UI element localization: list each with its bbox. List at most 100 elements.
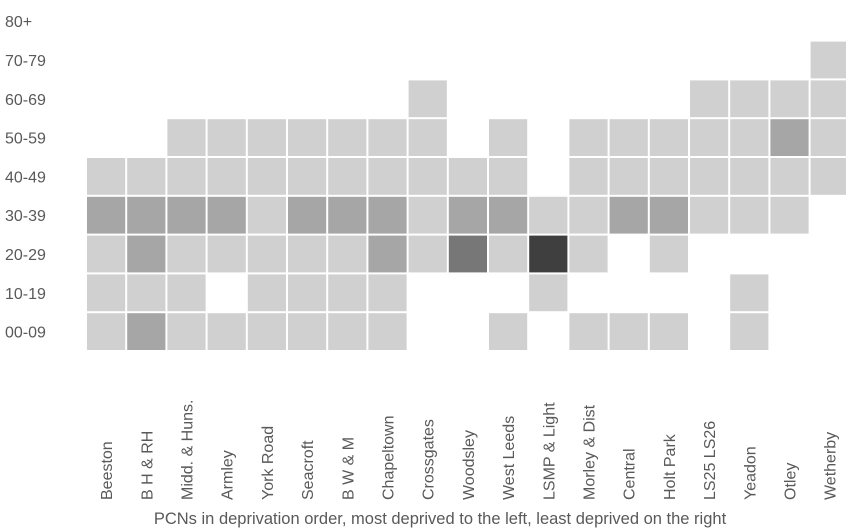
- heatmap-cell: [127, 274, 166, 312]
- y-tick-label: 00-09: [5, 325, 46, 342]
- heatmap-cell: [408, 80, 447, 118]
- heatmap-cell: [288, 235, 327, 273]
- y-tick-label: 50-59: [5, 131, 46, 148]
- heatmap-cell: [127, 158, 166, 195]
- heatmap-cell: [489, 235, 528, 273]
- heatmap-cell: [247, 119, 286, 156]
- heatmap-cell: [368, 235, 407, 273]
- heatmap-cell: [690, 196, 729, 234]
- x-tick-label: Otley: [783, 463, 800, 500]
- heatmap-cell: [649, 158, 688, 195]
- heatmap-cell: [368, 119, 407, 156]
- x-tick-label: Morley & Dist: [582, 404, 599, 500]
- heatmap-cell: [408, 196, 447, 234]
- heatmap-cell: [569, 313, 608, 350]
- heatmap-cell: [730, 119, 769, 156]
- x-tick-label: Seacroft: [300, 440, 317, 500]
- heatmap-cell: [730, 158, 769, 195]
- heatmap-cell: [288, 274, 327, 312]
- heatmap-cell: [730, 80, 769, 118]
- heatmap-cell: [448, 158, 487, 195]
- heatmap-cell: [609, 158, 648, 195]
- heatmap-cell: [328, 158, 367, 195]
- heatmap-cell: [649, 196, 688, 234]
- heatmap-cells: [87, 41, 846, 350]
- x-tick-label: Midd. & Huns.: [180, 400, 197, 500]
- heatmap-cell: [127, 196, 166, 234]
- heatmap-cell: [247, 235, 286, 273]
- heatmap-cell: [247, 274, 286, 312]
- heatmap-cell: [167, 196, 206, 234]
- heatmap-cell: [247, 313, 286, 350]
- heatmap-cell: [288, 313, 327, 350]
- heatmap-cell: [649, 119, 688, 156]
- heatmap-cell: [489, 158, 528, 195]
- heatmap-cell: [609, 119, 648, 156]
- x-tick-label: West Leeds: [501, 416, 518, 500]
- x-tick-label: York Road: [260, 426, 277, 500]
- x-tick-label: Wetherby: [823, 432, 840, 500]
- y-tick-label: 20-29: [5, 247, 46, 264]
- heatmap-cell: [770, 196, 809, 234]
- heatmap-cell: [328, 235, 367, 273]
- heatmap-cell: [730, 274, 769, 312]
- heatmap-cell: [489, 196, 528, 234]
- heatmap-cell: [529, 274, 568, 312]
- heatmap-cell: [127, 235, 166, 273]
- heatmap-cell: [690, 80, 729, 118]
- heatmap-cell: [328, 119, 367, 156]
- x-tick-label: Beeston: [99, 441, 116, 500]
- heatmap-cell: [649, 313, 688, 350]
- heatmap-cell: [448, 235, 487, 273]
- heatmap-cell: [730, 196, 769, 234]
- x-axis-labels: Beeston B H & RH Midd. & Huns. Armley York R…: [99, 400, 840, 500]
- heatmap-cell: [368, 158, 407, 195]
- x-tick-label: Crossgates: [421, 419, 438, 500]
- heatmap-cell: [569, 119, 608, 156]
- heatmap-cell: [87, 158, 126, 195]
- heatmap-cell: [167, 158, 206, 195]
- heatmap-cell: [408, 158, 447, 195]
- x-tick-label: B W & M: [340, 437, 357, 500]
- heatmap-cell: [730, 313, 769, 350]
- heatmap-cell: [368, 196, 407, 234]
- x-tick-label: LS25 LS26: [702, 421, 719, 500]
- heatmap-cell: [247, 158, 286, 195]
- x-tick-label: Holt Park: [662, 433, 679, 500]
- heatmap-cell: [529, 235, 568, 273]
- heatmap-cell: [167, 119, 206, 156]
- x-axis-title: PCNs in deprivation order, most deprived…: [154, 510, 727, 528]
- heatmap-cell: [207, 196, 246, 234]
- heatmap-cell: [770, 80, 809, 118]
- heatmap-cell: [529, 196, 568, 234]
- heatmap-cell: [207, 313, 246, 350]
- heatmap-cell: [207, 119, 246, 156]
- x-tick-label: Yeadon: [742, 446, 759, 500]
- heatmap-cell: [609, 196, 648, 234]
- heatmap-cell: [770, 119, 809, 156]
- heatmap-cell: [489, 313, 528, 350]
- heatmap-cell: [770, 158, 809, 195]
- x-tick-label: Chapeltown: [381, 416, 398, 501]
- heatmap-cell: [810, 158, 846, 195]
- heatmap-cell: [649, 235, 688, 273]
- heatmap-cell: [810, 119, 846, 156]
- heatmap-cell: [368, 313, 407, 350]
- x-tick-label: Central: [622, 448, 639, 500]
- heatmap-cell: [810, 80, 846, 118]
- heatmap-cell: [167, 274, 206, 312]
- heatmap-cell: [87, 313, 126, 350]
- heatmap-cell: [810, 41, 846, 79]
- y-tick-label: 40-49: [5, 169, 46, 186]
- y-tick-label: 60-69: [5, 92, 46, 109]
- heatmap-cell: [328, 274, 367, 312]
- x-tick-label: Woodsley: [461, 430, 478, 500]
- heatmap-cell: [247, 196, 286, 234]
- heatmap-cell: [288, 196, 327, 234]
- y-tick-label: 30-39: [5, 208, 46, 225]
- heatmap-cell: [489, 119, 528, 156]
- heatmap-cell: [569, 158, 608, 195]
- x-tick-label: Armley: [220, 450, 237, 500]
- heatmap-cell: [569, 196, 608, 234]
- heatmap-cell: [368, 274, 407, 312]
